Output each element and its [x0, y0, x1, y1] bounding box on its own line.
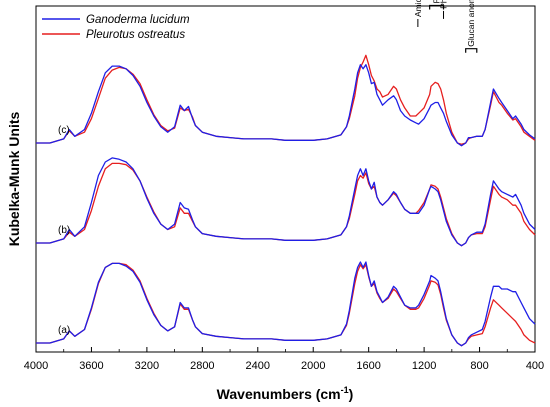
series-line-ganoderma-b: [36, 157, 536, 247]
region-annotation: Polysaccharide region: [429, 0, 445, 10]
x-tick-label: 3200: [135, 360, 159, 372]
region-bracket: [429, 4, 445, 10]
panel-label: (c): [58, 125, 70, 136]
x-tick-label: 2400: [246, 360, 270, 372]
x-axis-title-main: Wavenumbers (cm: [217, 386, 341, 402]
x-tick-label: 1200: [412, 360, 436, 372]
series-line-ganoderma-a: [36, 261, 536, 347]
x-axis: 4000 3600 3200 2800 2400 2000 1600 1200 800 400: [24, 347, 544, 372]
region-label: Polysaccharide region: [432, 0, 442, 4]
region-annotation: Glucan anomeric region: [465, 0, 478, 53]
series-line-pleurotus-a: [36, 262, 536, 347]
x-axis-title-close: ): [349, 386, 354, 402]
x-tick-label: 800: [470, 360, 488, 372]
panel-label-layer: (c) (b) (a): [58, 125, 70, 336]
series-line-pleurotus-b: [36, 162, 536, 247]
region-label: Phospholipids: [439, 0, 449, 9]
panel-label: (a): [58, 325, 70, 336]
region-bracket: [465, 48, 478, 53]
x-tick-label: 4000: [24, 360, 48, 372]
y-axis-title: Kubelka-Munk Units: [6, 112, 22, 247]
x-tick-label: 3600: [79, 360, 103, 372]
x-tick-label: 2800: [190, 360, 214, 372]
region-label: Glucan anomeric region: [466, 0, 476, 47]
annotation-layer: Amide I regionPhenolic carbonylAmide II …: [413, 0, 478, 53]
legend: Ganoderma lucidum Pleurotus ostreatus: [42, 14, 190, 41]
region-annotation: Phospholipids: [439, 0, 449, 19]
plot-area-frame: [35, 5, 536, 353]
x-tick-label: 1600: [356, 360, 380, 372]
x-axis-title-sup: -1: [341, 385, 349, 395]
x-tick-label: 2000: [301, 360, 325, 372]
series-layer: [36, 54, 536, 347]
panel-label: (b): [58, 225, 70, 236]
x-tick-label: 400: [526, 360, 544, 372]
series-line-ganoderma-c: [36, 64, 536, 147]
series-line-pleurotus-c: [36, 54, 536, 145]
legend-label-ganoderma: Ganoderma lucidum: [86, 14, 190, 26]
region-label: Amide III region: [413, 0, 423, 17]
x-axis-title: Wavenumbers (cm-1): [217, 385, 354, 402]
legend-label-pleurotus: Pleurotus ostreatus: [86, 29, 185, 41]
region-annotation: Amide III region: [413, 0, 423, 27]
